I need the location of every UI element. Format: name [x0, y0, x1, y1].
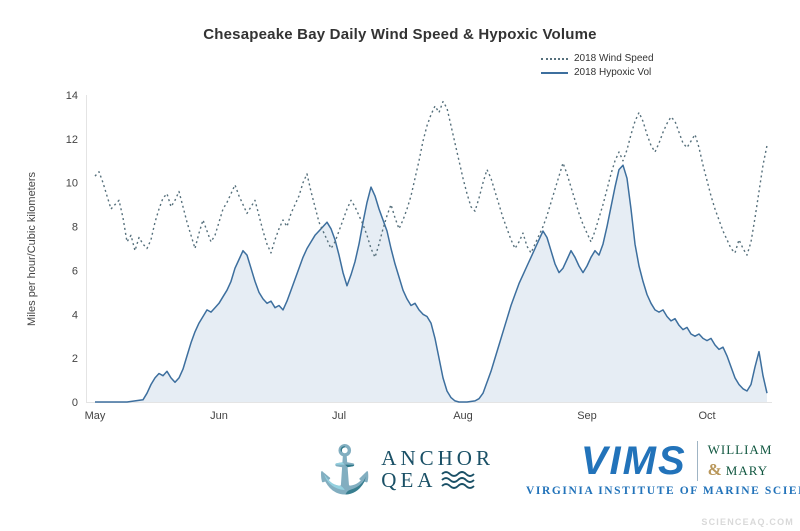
- x-tick-label-aug: Aug: [453, 410, 473, 422]
- vims-logo: VIMS WILLIAM & MARY VIRGINIA INSTITUTE OF…: [526, 441, 800, 497]
- vims-divider: [696, 441, 698, 481]
- x-tick-label-jun: Jun: [210, 410, 228, 422]
- y-tick-label: 14: [66, 90, 78, 102]
- anchor-logo-line2: QEA: [381, 468, 437, 492]
- legend-item-hypoxic-vol[interactable]: 2018 Hypoxic Vol: [541, 67, 654, 78]
- x-tick-label-sep: Sep: [577, 410, 597, 422]
- william-text: WILLIAM: [707, 442, 773, 458]
- legend-label-wind-speed: 2018 Wind Speed: [574, 53, 654, 64]
- wind-speed-line: [94, 100, 768, 258]
- x-tick-label-oct: Oct: [698, 410, 715, 422]
- wave-lines-icon: [441, 471, 476, 489]
- william-and-mary-logo: WILLIAM & MARY: [708, 442, 773, 480]
- hypoxic-volume-line: [95, 164, 768, 403]
- chart-title: Chesapeake Bay Daily Wind Speed & Hypoxi…: [203, 26, 597, 43]
- hypoxic-volume-area: [95, 165, 767, 402]
- chart-plot-area: 0 2 4 6 8 10 12 14 May Jun Jul Aug Sep Oct: [66, 90, 772, 422]
- y-tick-label: 8: [72, 222, 78, 234]
- y-tick-label: 6: [72, 265, 78, 277]
- mary-text: MARY: [725, 462, 769, 478]
- footer-logos: ⚓ ANCHOR QEA VIMS WILLIAM & MARY: [316, 441, 800, 497]
- anchor-logo-line1: ANCHOR: [381, 445, 494, 470]
- chart-legend: 2018 Wind Speed 2018 Hypoxic Vol: [541, 53, 654, 81]
- y-tick-label: 12: [66, 134, 78, 146]
- watermark: SCIENCEAQ.COM: [701, 517, 794, 527]
- anchor-qea-logo: ⚓ ANCHOR QEA: [316, 446, 494, 492]
- y-tick-label: 10: [66, 178, 78, 190]
- anchor-icon: ⚓: [316, 443, 374, 495]
- y-tick-label: 2: [72, 353, 78, 365]
- ampersand-glyph: &: [707, 459, 723, 479]
- y-tick-label: 4: [72, 309, 78, 321]
- wind-speed-line-sample-icon: [541, 57, 568, 60]
- vims-subtitle: VIRGINIA INSTITUTE OF MARINE SCIENCE: [525, 485, 800, 497]
- vims-wordmark: VIMS: [580, 439, 687, 483]
- x-tick-label-jul: Jul: [332, 410, 346, 422]
- anchor-logo-text-block: ANCHOR QEA: [381, 447, 494, 491]
- hypoxic-vol-line-sample-icon: [541, 71, 568, 74]
- y-tick-label: 0: [72, 397, 78, 409]
- legend-item-wind-speed[interactable]: 2018 Wind Speed: [541, 53, 654, 64]
- legend-label-hypoxic-vol: 2018 Hypoxic Vol: [574, 67, 652, 78]
- x-tick-label-may: May: [85, 410, 106, 422]
